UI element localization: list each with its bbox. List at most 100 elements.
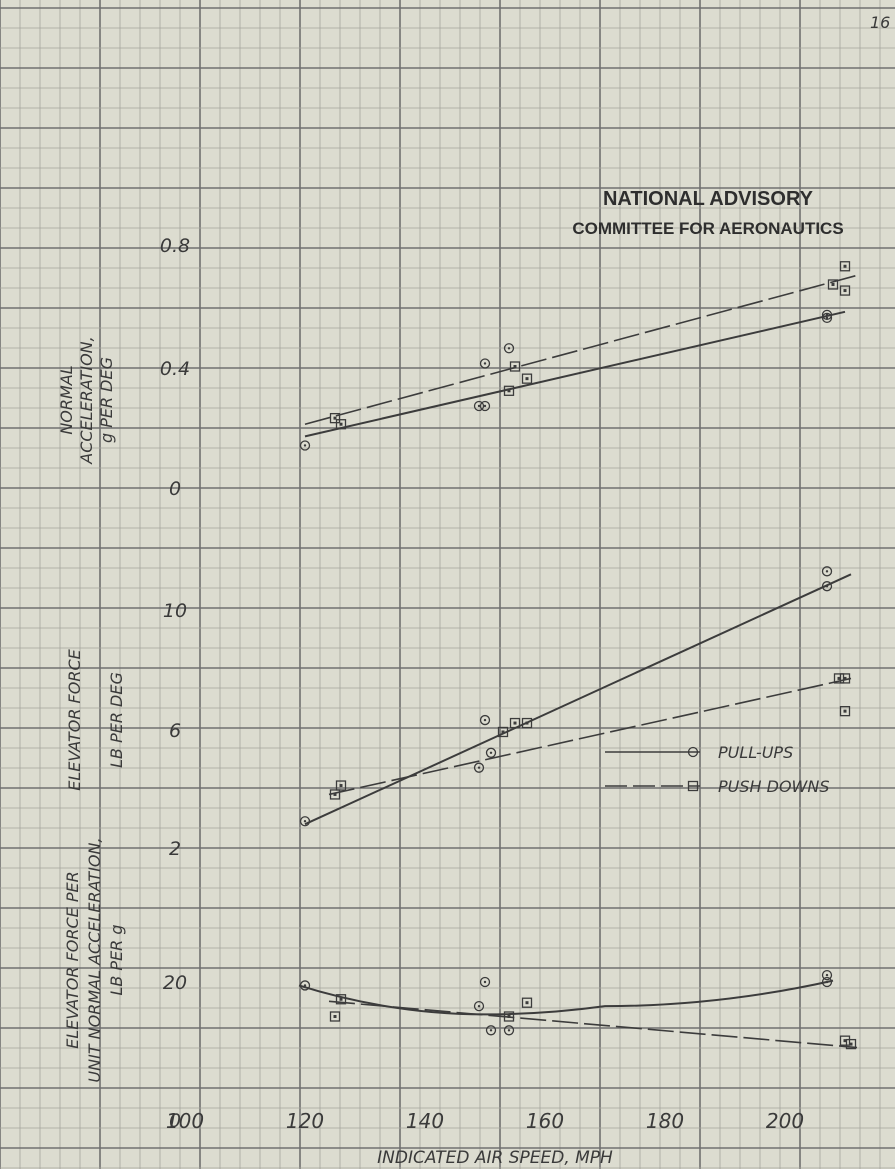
push-down-point — [845, 1038, 857, 1050]
pull-up-point — [503, 343, 515, 354]
pull-up-point-center — [483, 718, 487, 722]
push-down-point-center — [333, 1015, 337, 1018]
pull-up-point-center — [489, 1029, 493, 1032]
push-down-point-center — [843, 289, 847, 293]
pull-up-point-center — [477, 1004, 481, 1008]
pull-up-point — [299, 980, 311, 991]
pull-up-point-center — [483, 980, 487, 984]
push-down-point — [521, 997, 533, 1008]
pull-up-point-center — [477, 404, 481, 408]
push-down-point — [521, 717, 533, 729]
x-tick-label: 100 — [166, 1109, 204, 1133]
chart-panels: 0 0.4 0.8 NORMAL ACCELERATION, g PER DEG 2 6 10 E… — [57, 235, 858, 1132]
x-axis: 100 120 140 160 180 200 — [166, 1109, 804, 1133]
pull-up-point — [473, 400, 485, 412]
push-down-point — [503, 1011, 515, 1022]
x-tick-label: 200 — [766, 1109, 804, 1133]
push-down-point — [827, 279, 839, 290]
pull-up-point — [503, 1025, 515, 1036]
push-down-point — [335, 419, 347, 430]
pull-up-point — [821, 976, 833, 988]
y-tick-label: 0.4 — [160, 358, 190, 380]
panel-1: 0 0.4 0.8 NORMAL ACCELERATION, g PER DEG — [57, 235, 858, 500]
push-down-point-center — [333, 416, 337, 420]
x-tick-label: 180 — [646, 1109, 684, 1133]
pull-ups-fit-line — [304, 573, 852, 826]
push-down-point-center — [507, 1015, 511, 1018]
y-tick-label: 2 — [169, 838, 181, 860]
push-downs-fit-line — [328, 677, 852, 796]
pull-up-point — [299, 440, 311, 451]
page-number: 16 — [870, 13, 890, 32]
y-tick-label: 0.8 — [160, 235, 190, 257]
push-down-point-center — [843, 676, 847, 680]
push-down-point — [839, 285, 851, 296]
pull-up-point-center — [303, 984, 307, 987]
push-down-point — [503, 385, 515, 396]
pull-up-point — [473, 1001, 485, 1012]
pull-up-point — [821, 581, 833, 592]
push-down-point-center — [843, 709, 847, 713]
x-axis-label: INDICATED AIR SPEED, MPH — [377, 1148, 613, 1168]
pull-up-point-center — [507, 347, 511, 350]
y-axis-label: ELEVATOR FORCE — [65, 648, 84, 790]
pull-up-point-center — [825, 313, 829, 317]
pull-up-point-center — [825, 585, 829, 588]
pull-ups-fit-line — [298, 979, 834, 1016]
pull-up-point-center — [825, 316, 829, 320]
pull-up-point-center — [483, 362, 487, 365]
push-down-point — [839, 673, 851, 684]
push-down-point-center — [831, 282, 835, 286]
pull-up-point-center — [303, 820, 307, 823]
pull-up-point — [485, 1025, 497, 1036]
push-down-point — [329, 789, 341, 800]
pull-ups-fit-line — [304, 310, 846, 438]
pull-up-point-center — [477, 766, 481, 769]
y-tick-label: 6 — [169, 720, 181, 742]
stamp-line-2: COMMITTEE FOR AERONAUTICS — [572, 219, 843, 238]
pull-up-point-center — [483, 404, 487, 408]
push-down-point-center — [507, 389, 511, 393]
pull-up-point — [479, 400, 491, 412]
pull-up-point — [479, 976, 491, 988]
y-axis-label: UNIT NORMAL ACCELERATION, — [85, 837, 104, 1082]
y-tick-label: 0 — [169, 478, 181, 500]
push-down-point-center — [513, 365, 517, 368]
push-down-point — [839, 1035, 851, 1046]
legend-label: PULL-UPS — [718, 743, 793, 762]
y-tick-label: 10 — [163, 600, 187, 622]
pull-up-point-center — [489, 751, 493, 754]
push-downs-fit-line — [304, 274, 858, 425]
y-tick-label: 0 — [169, 1110, 181, 1132]
pull-up-point-center — [825, 973, 829, 977]
pull-up-point-center — [825, 570, 829, 573]
pull-up-point — [485, 747, 497, 758]
pull-up-point-center — [825, 980, 829, 984]
x-tick-label: 160 — [526, 1109, 564, 1133]
pull-up-point — [473, 762, 485, 773]
legend-square-marker — [687, 780, 699, 792]
pull-up-point — [299, 816, 311, 827]
panel-2: 2 6 10 ELEVATOR FORCE LB PER DEG — [65, 566, 852, 860]
push-down-point — [329, 412, 341, 424]
push-downs-fit-line — [328, 1000, 858, 1049]
legend-label: PUSH DOWNS — [718, 777, 830, 796]
push-down-point-center — [525, 377, 529, 381]
pull-up-point — [821, 969, 833, 981]
x-tick-label: 140 — [406, 1109, 444, 1133]
push-down-point — [839, 261, 851, 272]
pull-up-point — [821, 309, 833, 321]
pull-up-point — [821, 566, 833, 577]
pull-up-point — [821, 312, 833, 324]
push-down-point-center — [525, 1001, 529, 1005]
y-axis-label: ELEVATOR FORCE PER — [63, 871, 82, 1049]
push-down-point — [335, 780, 347, 791]
push-down-point — [509, 361, 521, 372]
pull-up-point — [479, 714, 491, 726]
push-down-point-center — [849, 1042, 853, 1046]
panel-3: 0 20 ELEVATOR FORCE PER UNIT NORMAL ACCELER… — [63, 837, 858, 1132]
legend-circle-marker — [687, 746, 699, 758]
push-down-point-center — [513, 721, 517, 725]
